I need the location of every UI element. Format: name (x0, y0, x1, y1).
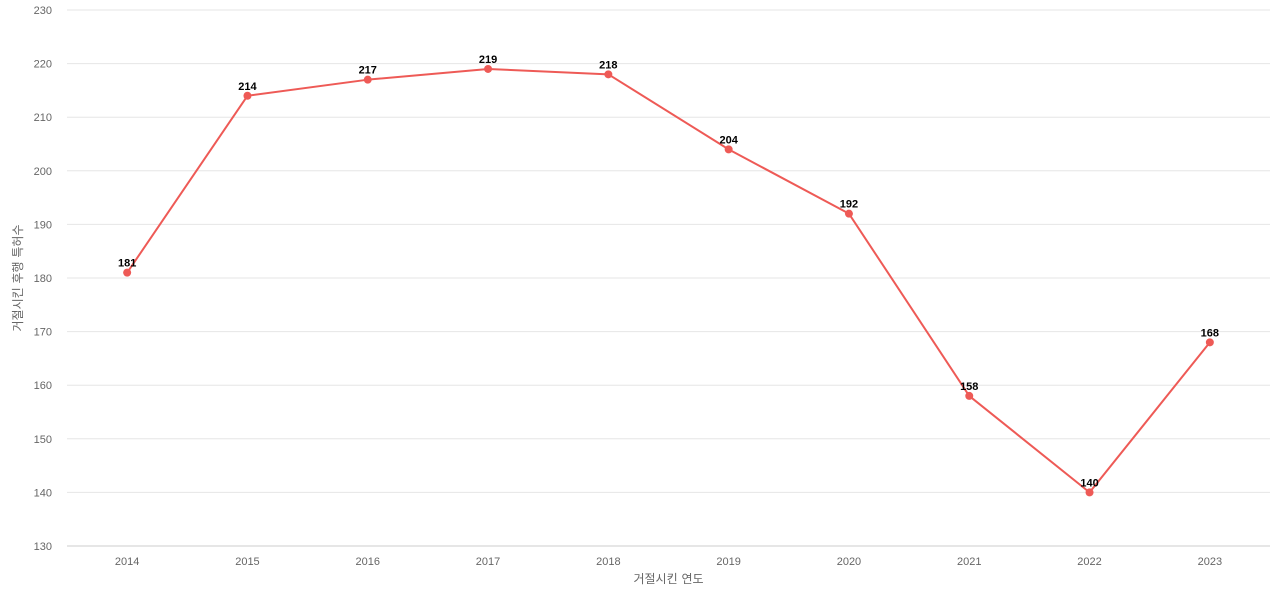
data-label: 192 (840, 199, 858, 211)
x-tick-label: 2016 (356, 556, 380, 568)
x-axis-ticks: 2014 2015 2016 2017 2018 2019 2020 2021 2022 2023 (115, 556, 1222, 568)
data-label: 204 (719, 134, 738, 146)
data-label: 219 (479, 54, 497, 66)
y-tick-label: 220 (34, 59, 52, 71)
x-tick-label: 2021 (957, 556, 981, 568)
data-point[interactable] (1085, 488, 1094, 497)
y-tick-label: 230 (34, 5, 52, 17)
data-point[interactable] (243, 91, 252, 100)
y-tick-label: 200 (34, 166, 52, 178)
y-axis-title: 거절시킨 후행 특허수 (10, 225, 25, 332)
x-tick-label: 2023 (1198, 556, 1222, 568)
y-tick-label: 180 (34, 273, 52, 285)
data-point[interactable] (1205, 338, 1214, 347)
data-point[interactable] (844, 209, 853, 218)
x-tick-label: 2020 (837, 556, 861, 568)
data-point[interactable] (363, 75, 372, 84)
y-tick-label: 170 (34, 327, 52, 339)
data-label: 214 (238, 81, 257, 93)
series-line (126, 67, 1211, 494)
x-axis-title: 거절시킨 연도 (633, 572, 703, 586)
data-label: 168 (1201, 327, 1219, 339)
data-label: 181 (118, 258, 136, 270)
series-group (123, 64, 1214, 497)
data-point[interactable] (604, 70, 613, 79)
data-point[interactable] (724, 145, 733, 154)
y-axis-ticks: 130 140 150 160 170 180 190 200 210 220 230 (34, 5, 52, 553)
x-tick-label: 2019 (716, 556, 740, 568)
grid-lines (67, 9, 1270, 493)
data-point[interactable] (965, 391, 974, 400)
data-label: 140 (1080, 477, 1098, 489)
x-tick-label: 2022 (1077, 556, 1101, 568)
y-tick-label: 150 (34, 434, 52, 446)
data-label: 217 (359, 65, 377, 77)
y-tick-label: 160 (34, 380, 52, 392)
x-tick-label: 2018 (596, 556, 620, 568)
x-tick-label: 2017 (476, 556, 500, 568)
x-tick-label: 2014 (115, 556, 139, 568)
y-tick-label: 140 (34, 487, 52, 499)
data-label: 218 (599, 59, 617, 71)
y-tick-label: 130 (34, 541, 52, 553)
data-point[interactable] (123, 268, 132, 277)
y-tick-label: 190 (34, 219, 52, 231)
data-labels: 181 214 217 219 218 204 192 158 140 168 (118, 54, 1219, 489)
data-point[interactable] (484, 64, 493, 73)
data-label: 158 (960, 381, 978, 393)
y-tick-label: 210 (34, 112, 52, 124)
x-tick-label: 2015 (235, 556, 259, 568)
